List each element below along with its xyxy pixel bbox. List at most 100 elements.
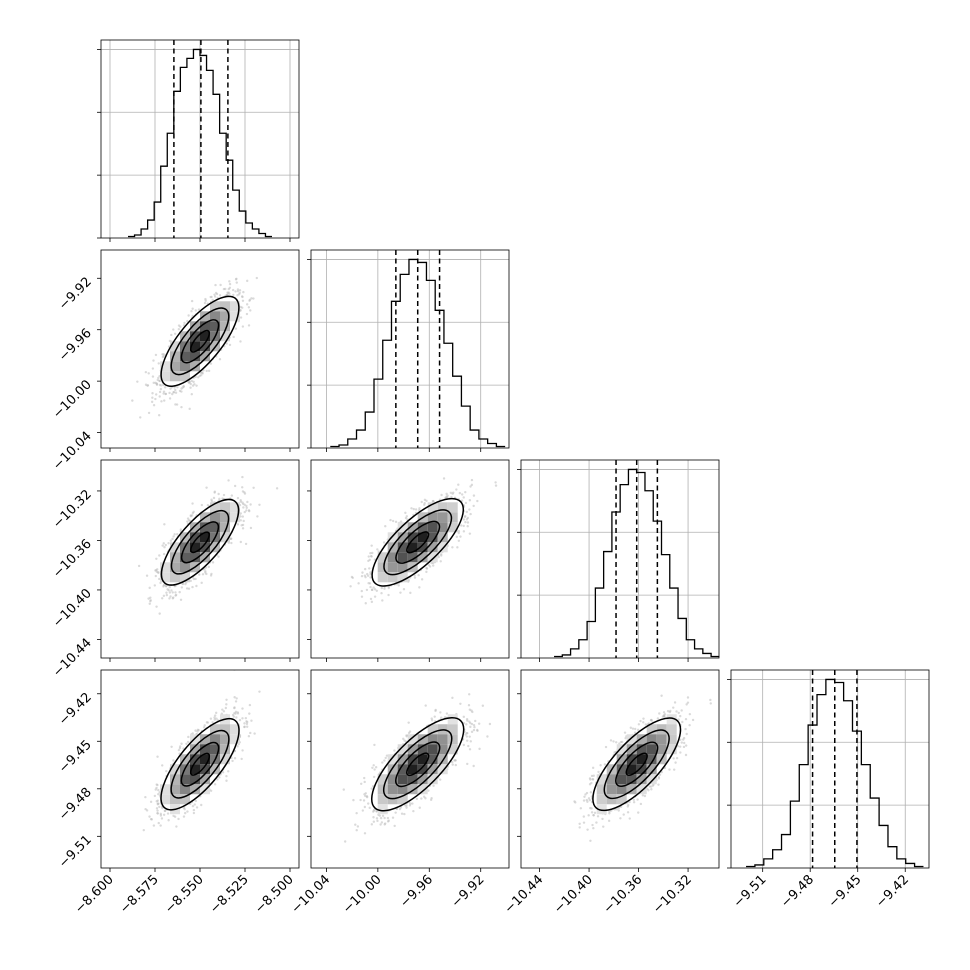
sample-point bbox=[228, 282, 232, 286]
sample-point bbox=[425, 566, 428, 570]
sample-point bbox=[239, 519, 242, 522]
sample-point bbox=[163, 386, 167, 389]
sample-point bbox=[402, 587, 406, 591]
sample-point bbox=[173, 533, 176, 536]
histogram-step bbox=[128, 48, 272, 238]
sample-point bbox=[205, 486, 208, 489]
sample-point bbox=[468, 508, 471, 511]
sample-point bbox=[241, 475, 244, 479]
sample-point bbox=[156, 378, 159, 382]
sample-point bbox=[158, 577, 161, 581]
sample-point bbox=[136, 380, 139, 383]
density-cell bbox=[220, 532, 230, 543]
hist-panel-1 bbox=[97, 39, 300, 242]
sample-point bbox=[148, 586, 151, 590]
sample-point bbox=[163, 399, 166, 402]
density-cell bbox=[170, 361, 180, 372]
density-cell bbox=[230, 502, 240, 513]
sample-point bbox=[212, 496, 216, 500]
sample-point bbox=[163, 546, 166, 549]
sample-point bbox=[357, 582, 360, 585]
sample-point bbox=[200, 581, 203, 585]
sample-point bbox=[387, 586, 390, 590]
sample-point bbox=[205, 369, 208, 373]
density-cell bbox=[220, 512, 230, 523]
sample-point bbox=[417, 574, 420, 577]
sample-point bbox=[155, 605, 158, 608]
sample-point bbox=[198, 374, 202, 378]
density-cell bbox=[200, 341, 210, 352]
sample-point bbox=[215, 292, 219, 296]
sample-point bbox=[151, 375, 155, 378]
sample-point bbox=[227, 479, 230, 482]
sample-point bbox=[230, 541, 233, 545]
sample-point bbox=[151, 392, 154, 395]
sample-point bbox=[159, 387, 163, 391]
sample-point bbox=[242, 519, 245, 523]
sample-point bbox=[176, 533, 179, 536]
density-cell bbox=[190, 522, 200, 533]
sample-point bbox=[252, 297, 255, 300]
sample-point bbox=[369, 585, 372, 589]
sample-point bbox=[239, 305, 242, 309]
sample-point bbox=[144, 383, 148, 386]
density-cell bbox=[230, 512, 240, 523]
sample-point bbox=[152, 359, 155, 362]
sample-point bbox=[189, 386, 192, 389]
sample-point bbox=[211, 298, 214, 302]
sample-point bbox=[239, 512, 243, 515]
sample-point bbox=[168, 597, 171, 600]
sample-point bbox=[162, 392, 165, 395]
sample-point bbox=[155, 393, 158, 396]
density-cell bbox=[220, 522, 230, 533]
sample-point bbox=[249, 503, 252, 506]
sample-point bbox=[189, 579, 192, 583]
sample-point bbox=[157, 413, 161, 417]
sample-point bbox=[239, 316, 243, 319]
hist-panel-3 bbox=[517, 459, 720, 662]
sample-point bbox=[154, 569, 157, 572]
sample-point bbox=[239, 340, 242, 343]
density-cell bbox=[180, 562, 190, 573]
sample-point bbox=[231, 288, 235, 292]
sample-point bbox=[176, 386, 179, 389]
density-cell bbox=[230, 311, 240, 322]
density-cell bbox=[190, 361, 200, 372]
sample-point bbox=[460, 524, 463, 527]
sample-point bbox=[157, 362, 160, 365]
sample-point bbox=[165, 591, 168, 594]
sample-point bbox=[464, 501, 468, 505]
sample-point bbox=[409, 591, 412, 595]
sample-point bbox=[150, 400, 154, 404]
panel-frame bbox=[730, 669, 930, 869]
sample-point bbox=[190, 379, 193, 383]
sample-point bbox=[460, 499, 464, 502]
sample-point bbox=[139, 416, 142, 419]
scatter-panel-2-1 bbox=[97, 249, 300, 452]
sample-point bbox=[440, 493, 443, 497]
contour-outer bbox=[160, 295, 240, 388]
sample-point bbox=[162, 542, 165, 545]
sample-point bbox=[235, 281, 238, 284]
sample-point bbox=[154, 574, 158, 578]
sample-point bbox=[245, 506, 248, 509]
sample-point bbox=[151, 396, 154, 399]
sample-point bbox=[185, 587, 189, 590]
sample-point bbox=[410, 507, 413, 510]
sample-point bbox=[369, 571, 372, 574]
sample-point bbox=[172, 328, 175, 331]
sample-point bbox=[370, 600, 374, 604]
sample-point bbox=[351, 576, 354, 580]
sample-point bbox=[218, 497, 221, 501]
density-cell bbox=[160, 562, 170, 573]
sample-point bbox=[180, 586, 184, 589]
sample-point bbox=[158, 395, 161, 398]
sample-point bbox=[159, 581, 162, 585]
sample-point bbox=[232, 293, 235, 297]
density-cell bbox=[160, 572, 170, 583]
sample-point bbox=[456, 546, 459, 549]
sample-point bbox=[462, 524, 465, 528]
sample-point bbox=[241, 295, 244, 299]
sample-point bbox=[425, 570, 428, 574]
sample-point bbox=[165, 593, 169, 597]
